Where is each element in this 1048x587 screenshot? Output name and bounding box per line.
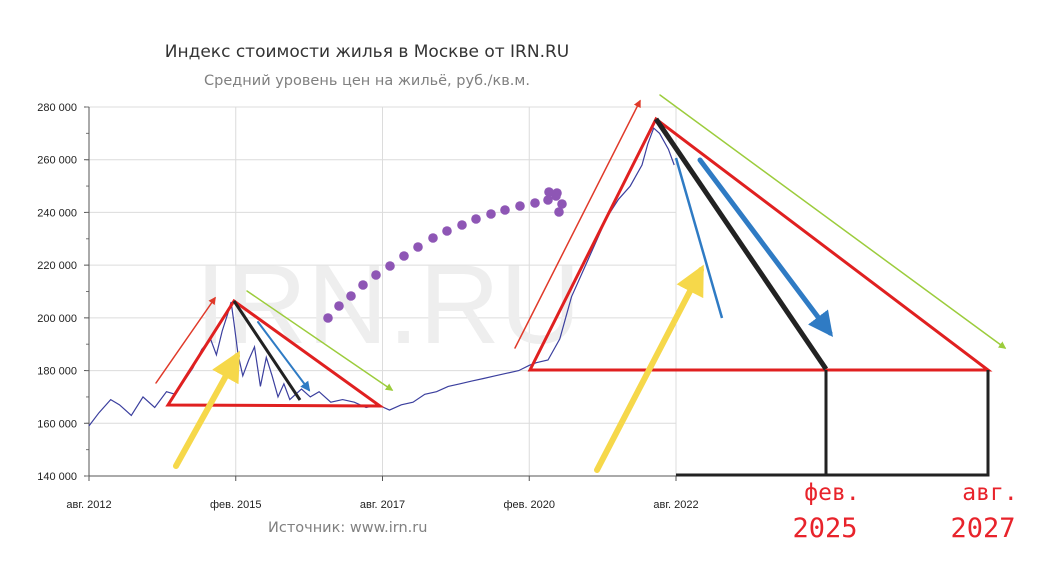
x-tick-label: авг. 2022 [653,499,698,511]
blue-line-decline [674,157,724,319]
blue-arrow-small [257,321,311,392]
purple-dot [323,313,333,323]
y-axis-labels: 140 000 160 000 180 000 200 000 220 000 240 0… [37,102,77,483]
yellow-arrow-large [594,264,704,473]
purple-dot [358,280,368,290]
y-tick-label: 160 000 [37,418,77,430]
y-tick-label: 280 000 [37,102,77,114]
annotation-feb-month: фев. [804,480,860,506]
chart-title: Индекс стоимости жилья в Москве от IRN.R… [164,42,570,62]
purple-dot [457,220,467,230]
y-tick-label: 260 000 [37,155,77,167]
purple-dot [413,242,423,252]
purple-dot [371,270,381,280]
purple-dot [557,199,567,209]
purple-dot [554,207,564,217]
small-red-triangle [165,298,385,408]
blue-arrow-large [697,157,834,337]
green-arrow-small [246,290,394,391]
y-tick-label: 220 000 [37,260,77,272]
purple-dot [486,209,496,219]
purple-dot [334,301,344,311]
chart-subtitle: Средний уровень цен на жильё, руб./кв.м. [204,73,530,89]
x-axis-labels: авг. 2012 фев. 2015 авг. 2017 фев. 2020 авг.… [66,499,698,511]
purple-dot [428,233,438,243]
annotation-feb-year: 2025 [792,513,858,544]
source-credit: Источник: www.irn.ru [268,520,428,536]
purple-dot [530,198,540,208]
green-arrow-large [659,94,1007,349]
axes [84,106,677,481]
y-tick-label: 180 000 [37,366,77,378]
large-black-line [653,117,829,371]
x-tick-label: авг. 2012 [66,499,111,511]
purple-dot [399,251,409,261]
x-tick-label: авг. 2017 [360,499,405,511]
large-red-triangle [527,116,993,372]
purple-dot [543,195,553,205]
x-tick-label: фев. 2020 [503,499,555,511]
y-tick-label: 240 000 [37,207,77,219]
purple-dot [515,201,525,211]
watermark: IRN.RU [195,242,581,367]
yellow-arrow-small [173,350,240,469]
purple-dot [385,261,395,271]
purple-dot [544,187,554,197]
purple-dot [442,226,452,236]
box-line-2025 [676,370,828,477]
purple-dot [552,188,562,198]
box-line-2027 [826,370,990,477]
x-tick-label: фев. 2015 [210,499,262,511]
purple-dot [471,214,481,224]
purple-dot [500,205,510,215]
annotation-overlay [155,94,1007,477]
red-arrow-small [155,296,216,384]
annotation-aug-month: авг. [962,480,1018,506]
y-tick-label: 140 000 [37,471,77,483]
purple-dot [346,291,356,301]
small-black-line [232,300,302,401]
y-tick-label: 200 000 [37,313,77,325]
annotation-aug-year: 2027 [950,513,1016,544]
grid [88,106,677,477]
red-arrow-large [514,99,641,349]
